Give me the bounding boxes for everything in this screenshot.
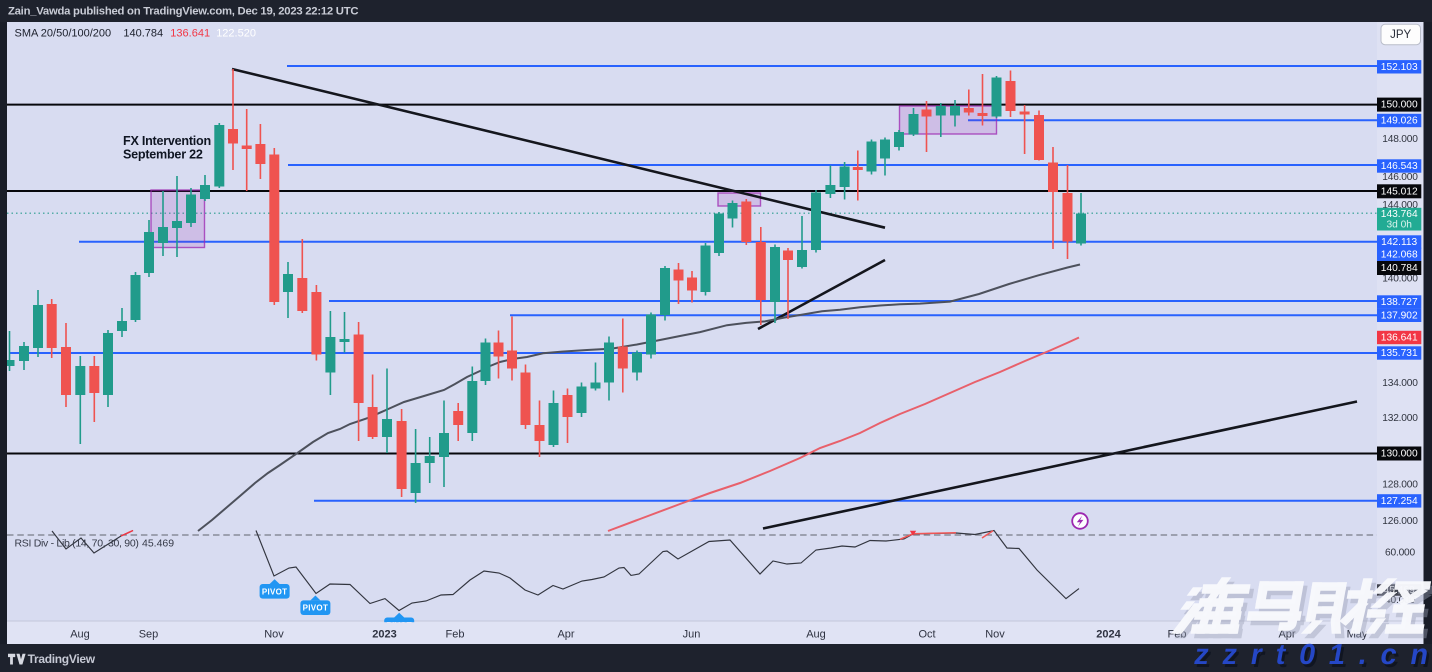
svg-text:Jun: Jun (683, 629, 701, 641)
svg-text:RSI Div - Lib (14, 70, 30, 90): RSI Div - Lib (14, 70, 30, 90) (15, 538, 139, 550)
svg-text:136.641: 136.641 (1381, 333, 1418, 344)
svg-text:126.000: 126.000 (1382, 516, 1418, 527)
svg-text:September 22: September 22 (123, 148, 203, 162)
svg-text:FX Intervention: FX Intervention (123, 134, 211, 148)
svg-text:2024: 2024 (1096, 629, 1121, 641)
svg-text:PIVOT: PIVOT (262, 587, 288, 596)
svg-text:144.000: 144.000 (1382, 200, 1418, 211)
svg-text:142.068: 142.068 (1381, 249, 1418, 260)
svg-text:JPY: JPY (1390, 29, 1411, 41)
svg-text:149.026: 149.026 (1381, 116, 1418, 127)
svg-text:Zain_Vawda published on Tradin: Zain_Vawda published on TradingView.com,… (8, 6, 358, 18)
svg-text:148.000: 148.000 (1382, 134, 1418, 145)
svg-text:Sep: Sep (139, 629, 159, 641)
svg-text:136.641: 136.641 (170, 28, 210, 40)
svg-text:SMA 20/50/100/200: SMA 20/50/100/200 (15, 28, 112, 40)
svg-text:128.000: 128.000 (1382, 480, 1418, 491)
svg-text:Feb: Feb (446, 629, 465, 641)
svg-text:130.000: 130.000 (1381, 449, 1418, 460)
svg-text:135.731: 135.731 (1381, 348, 1418, 359)
svg-text:145.012: 145.012 (1381, 186, 1418, 197)
svg-text:45.469: 45.469 (142, 538, 174, 550)
svg-text:146.543: 146.543 (1381, 161, 1418, 172)
svg-text:Aug: Aug (806, 629, 826, 641)
svg-text:140.784: 140.784 (123, 28, 163, 40)
svg-text:Apr: Apr (1278, 629, 1295, 641)
svg-text:140.000: 140.000 (1382, 274, 1418, 285)
svg-text:140.784: 140.784 (1381, 263, 1418, 274)
svg-text:146.000: 146.000 (1382, 172, 1418, 183)
svg-text:127.254: 127.254 (1381, 496, 1418, 507)
svg-text:Nov: Nov (985, 629, 1005, 641)
svg-text:143.764: 143.764 (1381, 209, 1418, 220)
svg-text:PIVOT: PIVOT (303, 604, 329, 613)
svg-text:150.000: 150.000 (1381, 100, 1418, 111)
svg-text:134.000: 134.000 (1382, 378, 1418, 389)
svg-text:122.520: 122.520 (216, 28, 256, 40)
svg-text:132.000: 132.000 (1382, 413, 1418, 424)
svg-text:2023: 2023 (372, 629, 396, 641)
svg-text:137.902: 137.902 (1381, 310, 1418, 321)
svg-text:138.727: 138.727 (1381, 297, 1418, 308)
svg-text:TradingView: TradingView (28, 652, 96, 666)
svg-text:152.103: 152.103 (1381, 62, 1418, 73)
svg-text:zzrt01.cn: zzrt01.cn (1192, 639, 1432, 671)
svg-text:Nov: Nov (264, 629, 284, 641)
svg-text:Oct: Oct (918, 629, 935, 641)
svg-text:40.000: 40.000 (1385, 595, 1415, 606)
svg-text:zzrt01.cn: zzrt01.cn (1194, 642, 1432, 672)
svg-text:60.000: 60.000 (1385, 548, 1415, 559)
svg-text:Apr: Apr (557, 629, 574, 641)
svg-text:3d 0h: 3d 0h (1386, 220, 1412, 231)
svg-text:Aug: Aug (70, 629, 90, 641)
svg-text:142.113: 142.113 (1381, 237, 1417, 248)
